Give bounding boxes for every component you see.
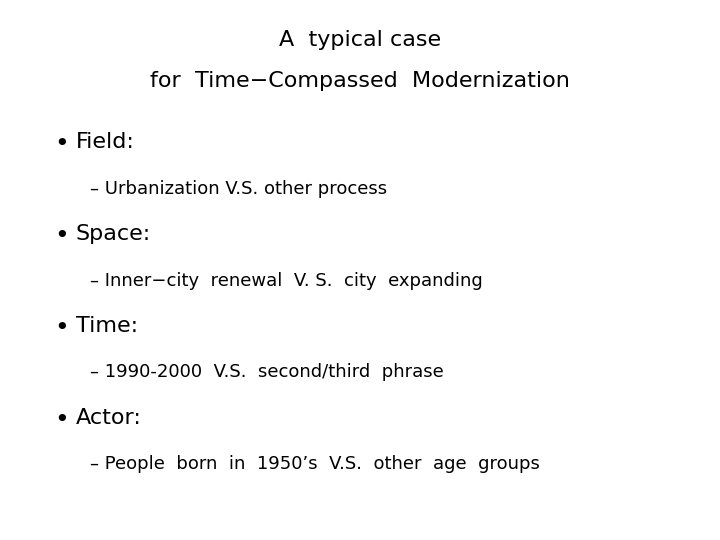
Text: – Urbanization V.S. other process: – Urbanization V.S. other process xyxy=(90,180,387,198)
Text: for  Time−Compassed  Modernization: for Time−Compassed Modernization xyxy=(150,71,570,91)
Text: •: • xyxy=(54,316,68,340)
Text: •: • xyxy=(54,408,68,431)
Text: Time:: Time: xyxy=(76,316,138,336)
Text: Actor:: Actor: xyxy=(76,408,141,428)
Text: – Inner−city  renewal  V. S.  city  expanding: – Inner−city renewal V. S. city expandin… xyxy=(90,272,482,289)
Text: Space:: Space: xyxy=(76,224,151,244)
Text: A  typical case: A typical case xyxy=(279,30,441,50)
Text: – 1990-2000  V.S.  second/third  phrase: – 1990-2000 V.S. second/third phrase xyxy=(90,363,444,381)
Text: •: • xyxy=(54,224,68,248)
Text: – People  born  in  1950’s  V.S.  other  age  groups: – People born in 1950’s V.S. other age g… xyxy=(90,455,540,473)
Text: •: • xyxy=(54,132,68,156)
Text: Field:: Field: xyxy=(76,132,135,152)
